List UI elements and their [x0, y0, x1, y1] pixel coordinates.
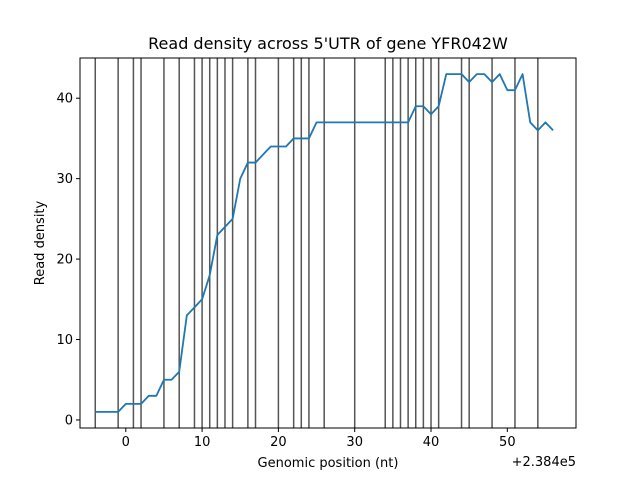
y-tick-label: 20 — [56, 253, 73, 268]
y-tick-label: 0 — [65, 413, 73, 428]
x-axis-label: Genomic position (nt) — [258, 456, 399, 471]
x-tick-label: 50 — [499, 435, 516, 450]
chart-title: Read density across 5'UTR of gene YFR042… — [148, 34, 508, 53]
y-tick-label: 10 — [56, 333, 73, 348]
x-tick-label: 0 — [122, 435, 130, 450]
y-tick-label: 40 — [56, 92, 73, 107]
series-layer — [95, 73, 554, 413]
x-tick-label: 40 — [423, 435, 440, 450]
x-tick-label: 30 — [346, 435, 363, 450]
series-line-0 — [95, 73, 554, 413]
vertical-lines — [94, 58, 539, 428]
x-tick-label: 20 — [270, 435, 287, 450]
x-axis-ticks: 0 10 20 30 40 50 — [122, 428, 516, 450]
x-axis-offset-label: +2.384e5 — [512, 455, 576, 470]
x-tick-label: 10 — [194, 435, 211, 450]
y-axis-label: Read density — [33, 200, 48, 285]
y-axis-ticks: 0 10 20 30 40 — [56, 92, 80, 428]
y-tick-label: 30 — [56, 172, 73, 187]
plot-frame — [79, 57, 577, 429]
